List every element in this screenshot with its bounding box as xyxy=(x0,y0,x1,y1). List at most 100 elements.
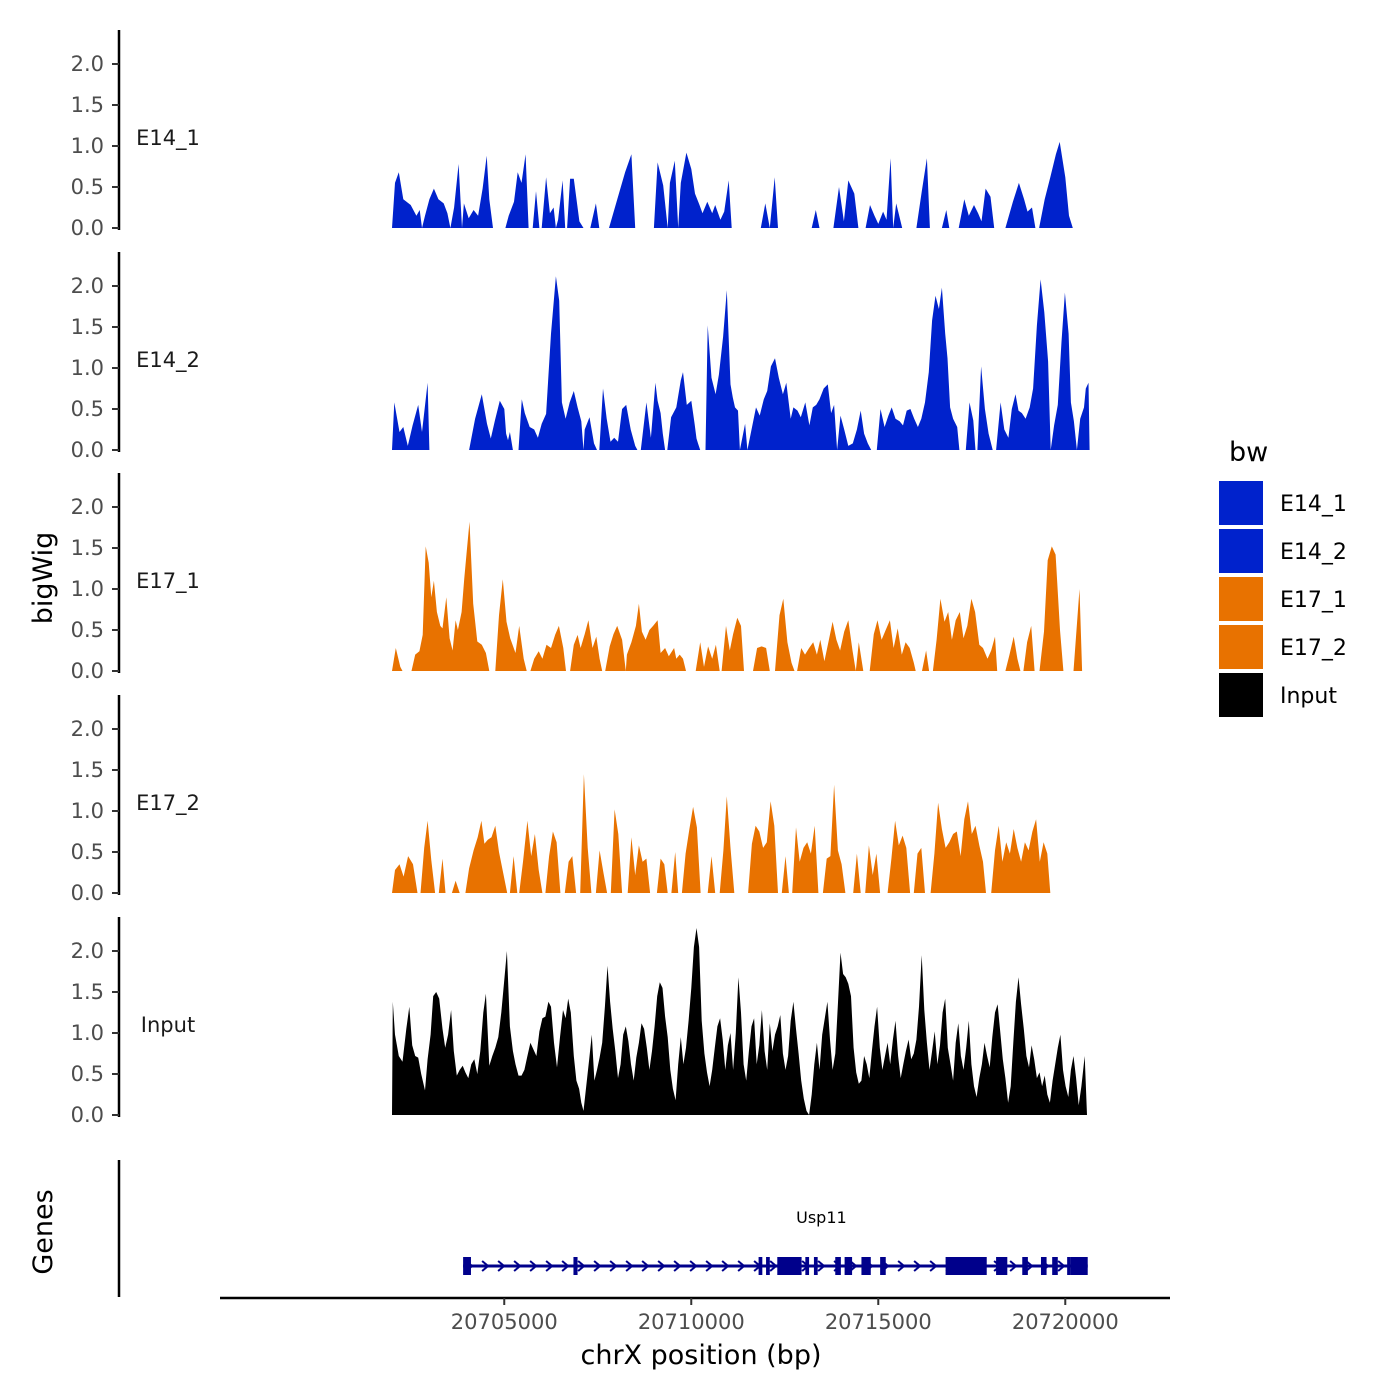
y-tick-label: 0.5 xyxy=(71,397,104,421)
gene-exon xyxy=(777,1257,802,1275)
x-tick-label: 20710000 xyxy=(638,1310,745,1334)
gene-exon xyxy=(573,1257,578,1275)
y-tick-label: 2.0 xyxy=(71,274,104,298)
track-e14-1: 0.0 0.5 1.0 1.5 2.0 E14_1 xyxy=(71,30,1073,240)
y-tick-label: 2.0 xyxy=(71,717,104,741)
strand-arrow xyxy=(913,1260,922,1272)
legend: bw E14_1 E14_2 E17_1 E17_2 Input xyxy=(1219,437,1347,717)
legend-label: E17_1 xyxy=(1280,588,1347,613)
y-tick-label: 1.0 xyxy=(71,577,104,601)
strand-arrow xyxy=(1057,1260,1066,1272)
legend-label: Input xyxy=(1280,684,1337,709)
legend-item-e14-1: E14_1 xyxy=(1219,481,1347,525)
strand-arrow xyxy=(561,1260,570,1272)
gene-exon xyxy=(1052,1257,1058,1275)
gene-exon xyxy=(758,1257,763,1275)
y-tick-label: 1.0 xyxy=(71,799,104,823)
gene-exon xyxy=(463,1257,471,1275)
legend-label: E17_2 xyxy=(1280,636,1347,661)
strand-arrow xyxy=(497,1260,506,1272)
y-tick-label: 1.0 xyxy=(71,1021,104,1045)
legend-label: E14_2 xyxy=(1280,540,1347,565)
gene-exon xyxy=(805,1257,810,1275)
legend-swatch xyxy=(1219,529,1263,573)
legend-swatch xyxy=(1219,673,1263,717)
track-e17-1: 0.0 0.5 1.0 1.5 2.0 E17_1 xyxy=(71,473,1083,683)
gene-usp11: Usp11 xyxy=(463,1208,1088,1275)
y-tick-label: 0.0 xyxy=(71,881,104,905)
strand-arrow xyxy=(769,1260,778,1272)
gene-exon xyxy=(861,1257,871,1275)
y-tick-label: 0.5 xyxy=(71,618,104,642)
genes-axis-title: Genes xyxy=(28,1189,59,1274)
gene-exon xyxy=(1040,1257,1047,1275)
legend-item-e17-1: E17_1 xyxy=(1219,577,1347,621)
x-tick-label: 20715000 xyxy=(825,1310,932,1334)
signal-area-e14-1 xyxy=(392,141,1073,228)
y-tick-label: 0.0 xyxy=(71,1103,104,1127)
track-label: Input xyxy=(141,1013,195,1037)
legend-swatch xyxy=(1219,481,1263,525)
strand-arrow xyxy=(481,1260,490,1272)
strand-arrow xyxy=(721,1260,730,1272)
x-axis: 20705000 20710000 20715000 20720000 xyxy=(220,1296,1170,1334)
strand-arrow xyxy=(849,1260,858,1272)
signal-area-e17-2 xyxy=(392,774,1051,893)
legend-swatch xyxy=(1219,577,1263,621)
y-tick-label: 0.0 xyxy=(71,438,104,462)
x-tick-label: 20720000 xyxy=(1012,1310,1119,1334)
y-tick-label: 1.5 xyxy=(71,93,104,117)
strand-arrow xyxy=(737,1260,746,1272)
strand-arrow xyxy=(577,1260,586,1272)
gene-exon xyxy=(880,1257,886,1275)
gene-label: Usp11 xyxy=(796,1208,847,1227)
legend-swatch xyxy=(1219,625,1263,669)
y-tick-label: 0.5 xyxy=(71,840,104,864)
x-tick-label: 20705000 xyxy=(451,1310,558,1334)
gene-exon xyxy=(996,1257,1008,1275)
gene-exon xyxy=(835,1257,841,1275)
y-tick-label: 2.0 xyxy=(71,495,104,519)
legend-item-input: Input xyxy=(1219,673,1337,717)
track-input: 0.0 0.5 1.0 1.5 2.0 Input xyxy=(71,917,1087,1127)
x-axis-title: chrX position (bp) xyxy=(580,1340,821,1371)
signal-area-e14-2 xyxy=(392,276,1090,450)
signal-area-input xyxy=(392,928,1087,1115)
y-tick-label: 1.5 xyxy=(71,536,104,560)
track-e17-2: 0.0 0.5 1.0 1.5 2.0 E17_2 xyxy=(71,695,1051,905)
y-tick-label: 0.5 xyxy=(71,1062,104,1086)
strand-arrow xyxy=(593,1260,602,1272)
y-tick-label: 0.5 xyxy=(71,175,104,199)
track-label: E17_1 xyxy=(136,569,200,594)
y-tick-label: 1.0 xyxy=(71,134,104,158)
y-tick-label: 1.0 xyxy=(71,356,104,380)
strand-arrow xyxy=(513,1260,522,1272)
gene-exon xyxy=(945,1257,987,1275)
y-tick-label: 1.5 xyxy=(71,980,104,1004)
strand-arrow xyxy=(705,1260,714,1272)
gene-exon xyxy=(1067,1257,1071,1275)
y-tick-label: 0.0 xyxy=(71,216,104,240)
legend-title: bw xyxy=(1229,437,1268,468)
strand-arrow xyxy=(1009,1260,1018,1272)
y-tick-label: 2.0 xyxy=(71,939,104,963)
legend-label: E14_1 xyxy=(1280,492,1347,517)
track-label: E14_1 xyxy=(136,126,200,151)
gene-exon xyxy=(844,1257,853,1275)
signal-area-e17-1 xyxy=(392,521,1083,671)
legend-item-e14-2: E14_2 xyxy=(1219,529,1347,573)
strand-arrow xyxy=(625,1260,634,1272)
strand-arrow xyxy=(1025,1260,1034,1272)
y-axis-title: bigWig xyxy=(28,532,59,625)
y-tick-label: 0.0 xyxy=(71,659,104,683)
y-tick-label: 2.0 xyxy=(71,52,104,76)
strand-arrow xyxy=(689,1260,698,1272)
gene-exon xyxy=(766,1257,770,1275)
gene-exon xyxy=(813,1257,818,1275)
strand-arrow xyxy=(817,1260,826,1272)
gene-exon xyxy=(1070,1257,1088,1275)
track-label: E17_2 xyxy=(136,791,200,816)
signal-tracks: 0.0 0.5 1.0 1.5 2.0 E14_1 0.0 0.5 1.0 1.5 2.0 E14_2… xyxy=(71,30,1090,1127)
track-label: E14_2 xyxy=(136,348,200,373)
